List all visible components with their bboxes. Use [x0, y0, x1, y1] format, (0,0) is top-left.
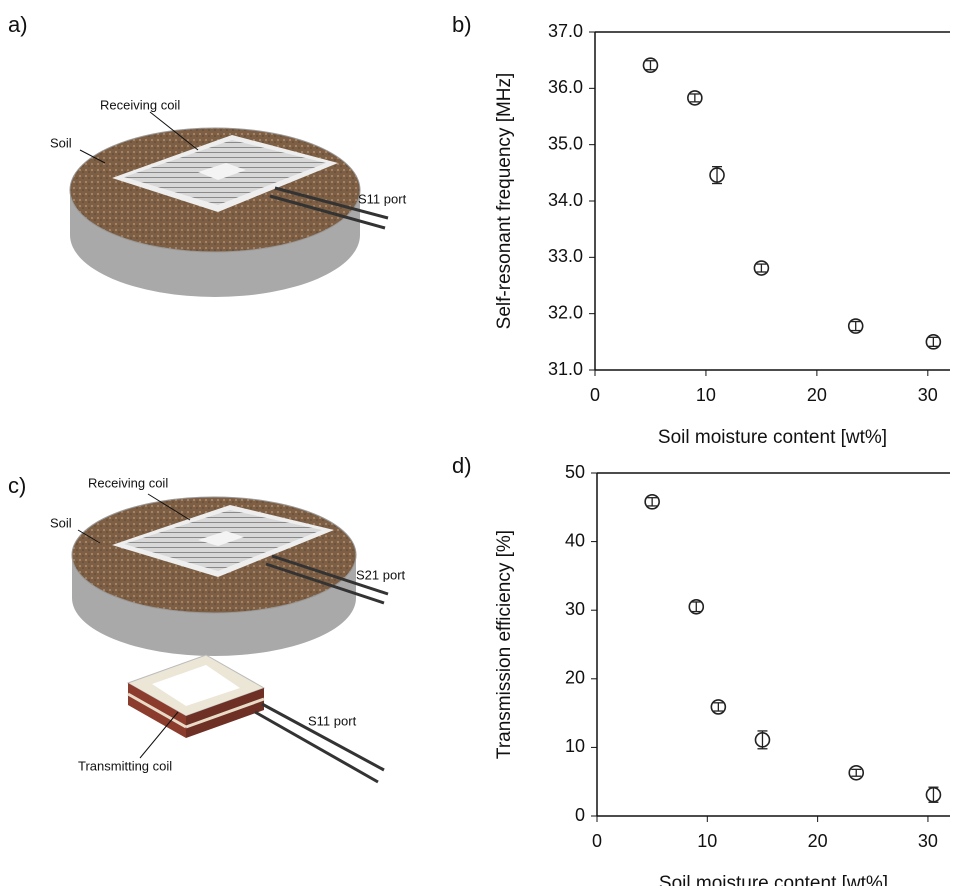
- y-tick-label: 32.0: [548, 302, 583, 322]
- y-tick-label: 35.0: [548, 133, 583, 153]
- annotation: Transmitting coil: [78, 758, 172, 773]
- annotation: Soil: [50, 515, 72, 530]
- panel-label: d): [452, 453, 472, 478]
- error-bar: [690, 94, 700, 102]
- x-tick-label: 30: [918, 385, 938, 405]
- y-tick-label: 36.0: [548, 77, 583, 97]
- error-bar: [645, 61, 655, 70]
- y-tick-label: 0: [575, 805, 585, 825]
- x-axis-title: Soil moisture content [wt%]: [659, 873, 888, 886]
- x-tick-label: 10: [697, 831, 717, 851]
- error-bar: [691, 602, 701, 612]
- y-tick-label: 30: [565, 599, 585, 619]
- x-tick-label: 20: [808, 831, 828, 851]
- panel-label: b): [452, 12, 472, 37]
- chart: b) 31.0 32.0 33.0 34.0 35.0 36.0 37.0 0 10 20 30 Soi…: [452, 12, 950, 448]
- y-axis-title: Self-resonant frequency [MHz]: [494, 73, 515, 330]
- error-bar: [713, 703, 723, 711]
- figure: a) Receiving coil Soil S11 port c) Recei…: [0, 0, 953, 886]
- y-tick-label: 10: [565, 736, 585, 756]
- panel-label: a): [8, 12, 28, 37]
- x-tick-label: 30: [918, 831, 938, 851]
- y-tick-label: 37.0: [548, 21, 583, 41]
- error-bar: [928, 337, 938, 346]
- illustration-a: a) Receiving coil Soil S11 port: [8, 12, 407, 297]
- error-bar: [647, 498, 657, 506]
- y-tick-label: 40: [565, 530, 585, 550]
- x-tick-label: 0: [590, 385, 600, 405]
- x-tick-label: 20: [807, 385, 827, 405]
- annotation: S21 port: [356, 567, 406, 582]
- error-bar: [756, 264, 766, 272]
- x-tick-label: 0: [592, 831, 602, 851]
- y-tick-label: 31.0: [548, 359, 583, 379]
- annotation: S11 port: [358, 191, 407, 206]
- annotation: Receiving coil: [100, 97, 180, 112]
- annotation: Soil: [50, 135, 72, 150]
- illustration-c: c) Receiving coil Soil S21 port Transmit…: [8, 473, 406, 782]
- chart: d) 0 10 20 30 40 50 0 10 20 30 Soil moisture conten…: [452, 453, 950, 886]
- y-tick-label: 50: [565, 462, 585, 482]
- y-tick-label: 20: [565, 668, 585, 688]
- x-axis-title: Soil moisture content [wt%]: [658, 427, 887, 448]
- annotation: Receiving coil: [88, 475, 168, 490]
- x-tick-label: 10: [696, 385, 716, 405]
- y-tick-label: 33.0: [548, 246, 583, 266]
- panel-label: c): [8, 473, 26, 498]
- y-axis-title: Transmission efficiency [%]: [494, 530, 515, 759]
- y-tick-label: 34.0: [548, 190, 583, 210]
- error-bar: [851, 322, 861, 331]
- annotation: S11 port: [308, 713, 357, 728]
- error-bar: [851, 769, 861, 776]
